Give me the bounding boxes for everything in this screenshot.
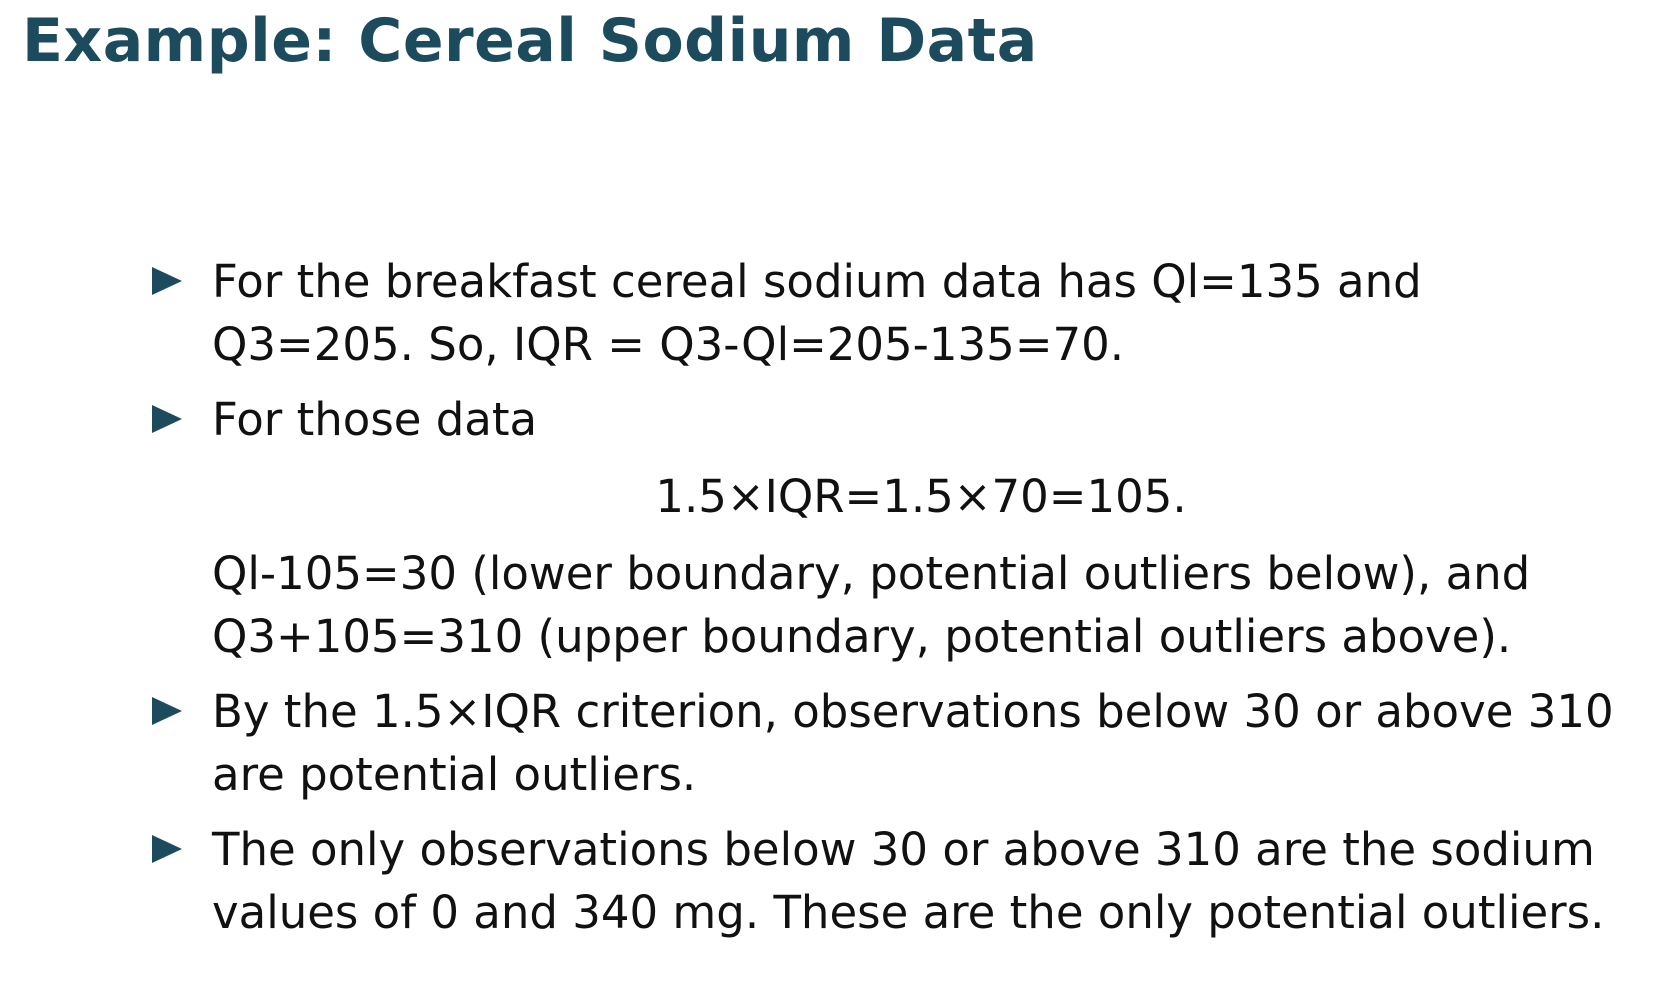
triangle-right-icon [152,697,182,725]
bullet-text-line: Q3+105=310 (upper boundary, potential ou… [212,610,1512,663]
bullet-item-boundaries: For those data 1.5×IQR=1.5×70=105. Ql-10… [150,388,1630,668]
slide-title: Example: Cereal Sodium Data [22,6,1038,76]
bullet-text-line: By the 1.5×IQR criterion, observations b… [212,685,1614,738]
triangle-right-icon [152,405,182,433]
triangle-right-icon [152,835,182,863]
bullet-text-line: For the breakfast cereal sodium data has… [212,255,1422,308]
bullet-item-conclusion: The only observations below 30 or above … [150,818,1630,944]
bullet-text-line: Q3=205. So, IQR = Q3-Ql=205-135=70. [212,318,1125,371]
bullet-text-line: Ql-105=30 (lower boundary, potential out… [212,547,1531,600]
bullet-text-line: values of 0 and 340 mg. These are the on… [212,886,1605,939]
bullet-text-line: For those data [212,393,538,446]
bullet-text-line: are potential outliers. [212,748,697,801]
bullet-item-iqr: For the breakfast cereal sodium data has… [150,250,1630,376]
triangle-right-icon [152,267,182,295]
bullet-item-criterion: By the 1.5×IQR criterion, observations b… [150,680,1630,806]
display-equation: 1.5×IQR=1.5×70=105. [655,470,1187,523]
bullet-list: For the breakfast cereal sodium data has… [150,250,1630,944]
bullet-text-line: The only observations below 30 or above … [212,823,1595,876]
